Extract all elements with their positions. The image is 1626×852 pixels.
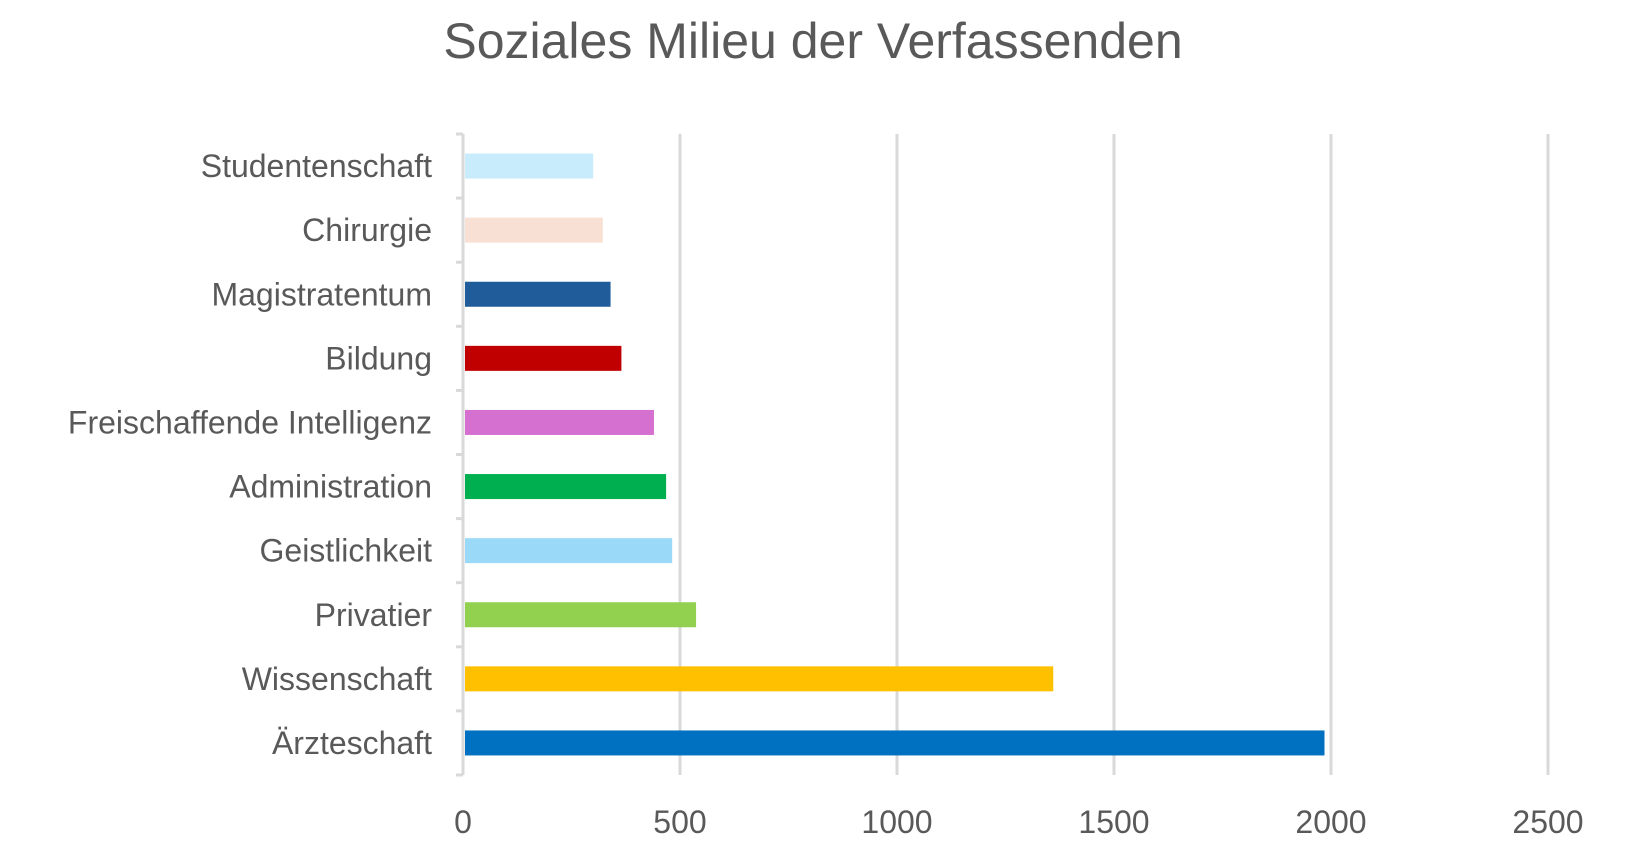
x-tick-label: 2000 — [1295, 804, 1366, 840]
bar — [465, 538, 673, 564]
category-labels: Ärzteschaft Wissenschaft Privatier Geistlic… — [68, 148, 432, 761]
x-tick-label: 1000 — [861, 804, 932, 840]
bar — [465, 217, 603, 243]
category-label: Administration — [229, 469, 432, 505]
bar — [465, 474, 667, 500]
category-label: Freischaffende Intelligenz — [68, 404, 432, 440]
bar — [465, 281, 611, 307]
value-axis-ticks: 0 500 1000 1500 2000 2500 — [454, 804, 1583, 840]
category-label: Ärzteschaft — [272, 725, 432, 761]
x-tick-label: 2500 — [1512, 804, 1583, 840]
bars — [465, 153, 1325, 756]
bar — [465, 409, 654, 435]
x-tick-label: 500 — [653, 804, 706, 840]
x-tick-label: 1500 — [1078, 804, 1149, 840]
x-tick-label: 0 — [454, 804, 472, 840]
bar — [465, 602, 697, 628]
bar — [465, 730, 1325, 756]
category-label: Privatier — [315, 597, 433, 633]
category-axis — [456, 132, 465, 777]
bar — [465, 345, 622, 371]
category-label: Wissenschaft — [242, 661, 432, 697]
category-label: Chirurgie — [302, 212, 432, 248]
chart-title: Soziales Milieu der Verfassenden — [443, 13, 1183, 69]
category-label: Bildung — [325, 340, 432, 376]
category-label: Studentenschaft — [201, 148, 432, 184]
bar — [465, 153, 594, 179]
category-label: Magistratentum — [211, 276, 432, 312]
category-label: Geistlichkeit — [260, 533, 433, 569]
bar — [465, 666, 1054, 692]
